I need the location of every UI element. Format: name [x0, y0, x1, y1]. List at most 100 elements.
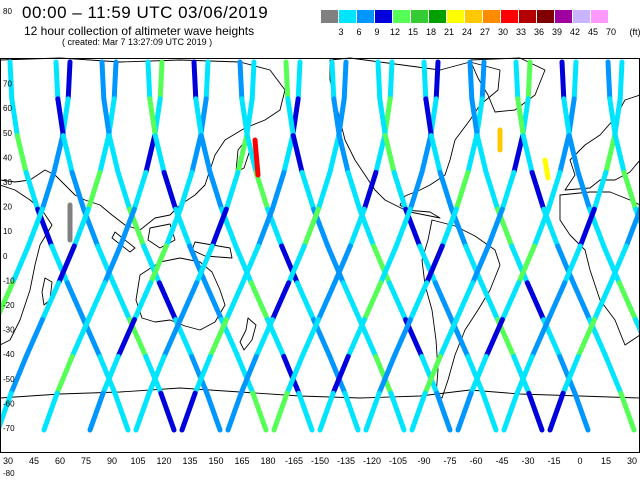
altimeter-track-highlight: [252, 137, 261, 178]
longitude-label: 105: [130, 456, 145, 466]
altimeter-track-segment: [106, 133, 121, 175]
legend-label: 15: [407, 27, 419, 37]
legend-label: 39: [551, 27, 563, 37]
altimeter-track-segment: [143, 133, 158, 175]
altimeter-track-segment: [146, 353, 167, 396]
altimeter-track-segment: [562, 243, 583, 286]
longitude-label: -150: [311, 456, 329, 466]
altimeter-track-segment: [133, 390, 152, 433]
altimeter-track-segment: [515, 96, 526, 139]
longitude-label: -15: [547, 456, 560, 466]
altimeter-track-segment: [545, 280, 568, 323]
altimeter-track-segment: [250, 390, 269, 433]
longitude-label: -135: [337, 456, 355, 466]
altimeter-track-segment: [419, 133, 434, 175]
latitude-label: -30: [3, 326, 15, 335]
altimeter-track-segment: [342, 390, 361, 433]
altimeter-track-segment: [281, 133, 296, 175]
altimeter-track-segment: [433, 59, 441, 102]
altimeter-track-highlight: [542, 157, 551, 181]
altimeter-track-segment: [209, 206, 229, 249]
altimeter-track-segment: [545, 169, 563, 212]
legend-swatch: [519, 10, 537, 23]
latitude-label: 60: [3, 104, 12, 113]
legend-unit: (ft): [629, 27, 640, 37]
altimeter-track-segment: [158, 390, 177, 433]
altimeter-track-segment: [529, 317, 551, 359]
altimeter-track-segment: [520, 133, 535, 175]
altimeter-track-segment: [575, 169, 593, 212]
altimeter-track-segment: [560, 353, 581, 396]
latitude-label: 70: [3, 80, 12, 89]
chart-subtitle: 12 hour collection of altimeter wave hei…: [24, 24, 255, 38]
altimeter-track-segment: [8, 353, 29, 396]
latitude-label: 0: [3, 252, 8, 261]
altimeter-track-segment: [422, 353, 443, 396]
longitude-label: -30: [521, 456, 534, 466]
altimeter-track-segment: [467, 59, 475, 102]
altimeter-track-segment: [571, 59, 579, 102]
altimeter-track-segment: [238, 353, 259, 396]
altimeter-track-segment: [455, 390, 474, 433]
altimeter-track-segment: [479, 59, 487, 102]
altimeter-track-segment: [253, 169, 271, 212]
altimeter-track-segment: [474, 133, 489, 175]
legend-label: 6: [356, 27, 362, 37]
altimeter-track-segment: [623, 206, 640, 249]
altimeter-track-segment: [285, 96, 296, 139]
altimeter-track-segment: [248, 280, 271, 323]
altimeter-track-segment: [85, 169, 103, 212]
altimeter-track-segment: [511, 353, 532, 396]
altimeter-track-segment: [437, 169, 455, 212]
africa-coast-west: [559, 191, 640, 346]
altimeter-track-segment: [373, 133, 388, 175]
antarctica-coast: [0, 387, 640, 399]
altimeter-track-segment: [223, 169, 241, 212]
altimeter-track-segment: [336, 133, 351, 175]
legend-swatch: [465, 10, 483, 23]
altimeter-track-segment: [233, 243, 254, 286]
altimeter-track-segment: [7, 59, 15, 102]
altimeter-track-segment: [317, 390, 336, 433]
altimeter-track-segment: [53, 59, 61, 102]
altimeter-track-segment: [419, 353, 440, 396]
altimeter-track-segment: [388, 390, 407, 433]
altimeter-track-segment: [301, 206, 321, 249]
altimeter-track-segment: [240, 243, 261, 286]
altimeter-track-segment: [271, 390, 290, 433]
altimeter-track-segment: [575, 317, 597, 359]
altimeter-track-segment: [570, 280, 593, 323]
altimeter-track-segment: [516, 243, 537, 286]
altimeter-track-segment: [295, 59, 303, 102]
altimeter-track-segment: [407, 169, 425, 212]
legend-label: 33: [515, 27, 527, 37]
map-frame: [0, 58, 640, 453]
altimeter-track-segment: [547, 390, 566, 433]
altimeter-track-segment: [453, 280, 476, 323]
altimeter-track-segment: [279, 243, 300, 286]
altimeter-track-segment: [117, 206, 137, 249]
legend-swatch: [429, 10, 447, 23]
altimeter-track-segment: [557, 133, 572, 175]
madagascar-coast: [41, 277, 53, 306]
altimeter-track-segment: [616, 280, 639, 323]
altimeter-track-segment: [269, 280, 292, 323]
altimeter-track-segment: [315, 169, 333, 212]
altimeter-track-segment: [526, 390, 545, 433]
altimeter-track-segment: [437, 317, 459, 359]
legend-label: 24: [461, 27, 473, 37]
altimeter-track-segment: [559, 59, 567, 102]
altimeter-track-segment: [465, 133, 480, 175]
legend-swatch: [591, 10, 609, 23]
altimeter-track-segment: [60, 133, 75, 175]
altimeter-track-segment: [612, 133, 627, 175]
altimeter-track-segment: [327, 353, 348, 396]
altimeter-track-segment: [41, 390, 60, 433]
altimeter-track-segment: [9, 96, 20, 139]
legend-swatch: [321, 10, 339, 23]
altimeter-track-segment: [157, 59, 165, 102]
longitude-label: 15: [601, 456, 611, 466]
longitude-label: 45: [29, 456, 39, 466]
altimeter-track-segment: [453, 169, 471, 212]
